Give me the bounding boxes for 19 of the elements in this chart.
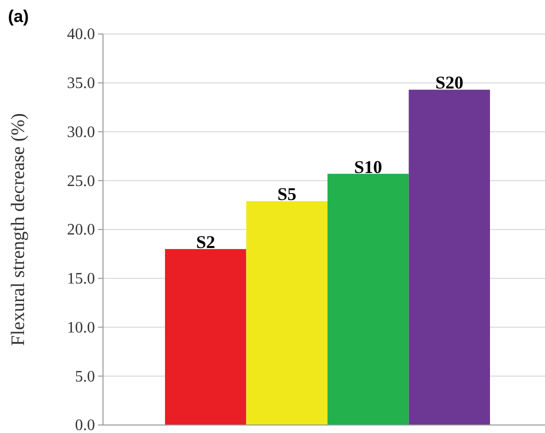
y-axis-title: Flexural strength decrease (%) bbox=[8, 113, 29, 346]
bar bbox=[408, 90, 490, 425]
y-tick-label: 0.0 bbox=[75, 417, 95, 433]
y-tick-label: 40.0 bbox=[67, 26, 95, 44]
chart-title: (a) bbox=[8, 7, 29, 26]
x-tick-label: S10 bbox=[354, 156, 382, 177]
bar bbox=[246, 201, 328, 425]
bar bbox=[328, 174, 409, 425]
y-tick-label: 25.0 bbox=[67, 172, 95, 190]
y-tick-label: 20.0 bbox=[67, 222, 95, 239]
bar bbox=[165, 249, 246, 425]
y-tick-label: 5.0 bbox=[75, 368, 95, 386]
y-tick-label: 10.0 bbox=[67, 319, 95, 336]
x-tick-label: S20 bbox=[435, 72, 464, 93]
y-tick-label: 30.0 bbox=[67, 124, 95, 141]
y-tick-label: 35.0 bbox=[67, 74, 95, 92]
y-tick-label: 15.0 bbox=[67, 270, 95, 288]
x-tick-label: S2 bbox=[196, 232, 216, 252]
x-tick-label: S5 bbox=[277, 184, 296, 204]
